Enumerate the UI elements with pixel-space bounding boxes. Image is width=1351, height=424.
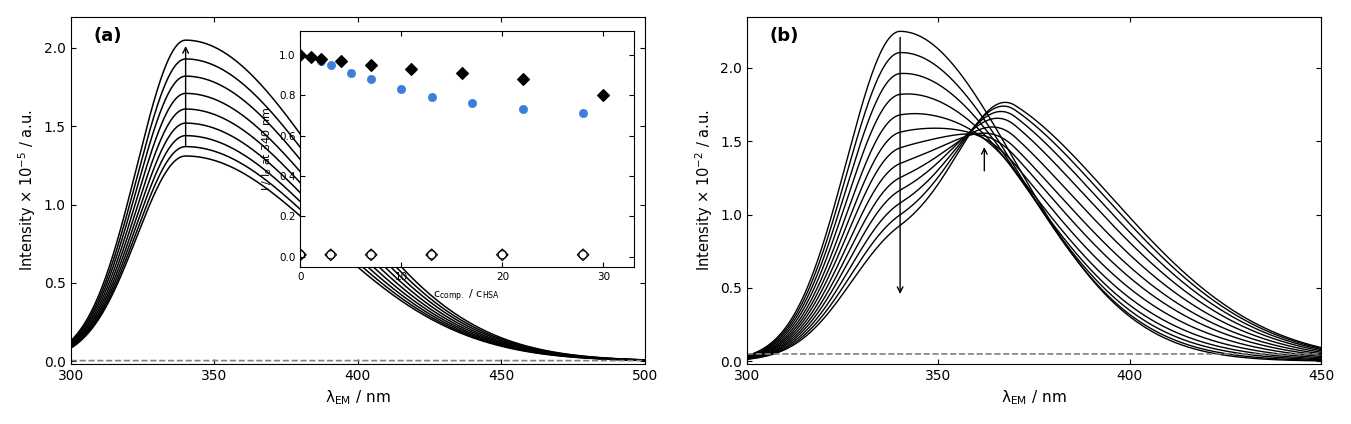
Text: (a): (a) [93,27,122,45]
Y-axis label: Intensity × 10$^{-2}$ / a.u.: Intensity × 10$^{-2}$ / a.u. [693,109,715,271]
Text: (b): (b) [770,27,800,45]
Y-axis label: Intensity × 10$^{-5}$ / a.u.: Intensity × 10$^{-5}$ / a.u. [16,109,38,271]
X-axis label: λ$_\mathrm{EM}$ / nm: λ$_\mathrm{EM}$ / nm [1001,389,1067,407]
X-axis label: λ$_\mathrm{EM}$ / nm: λ$_\mathrm{EM}$ / nm [326,389,390,407]
